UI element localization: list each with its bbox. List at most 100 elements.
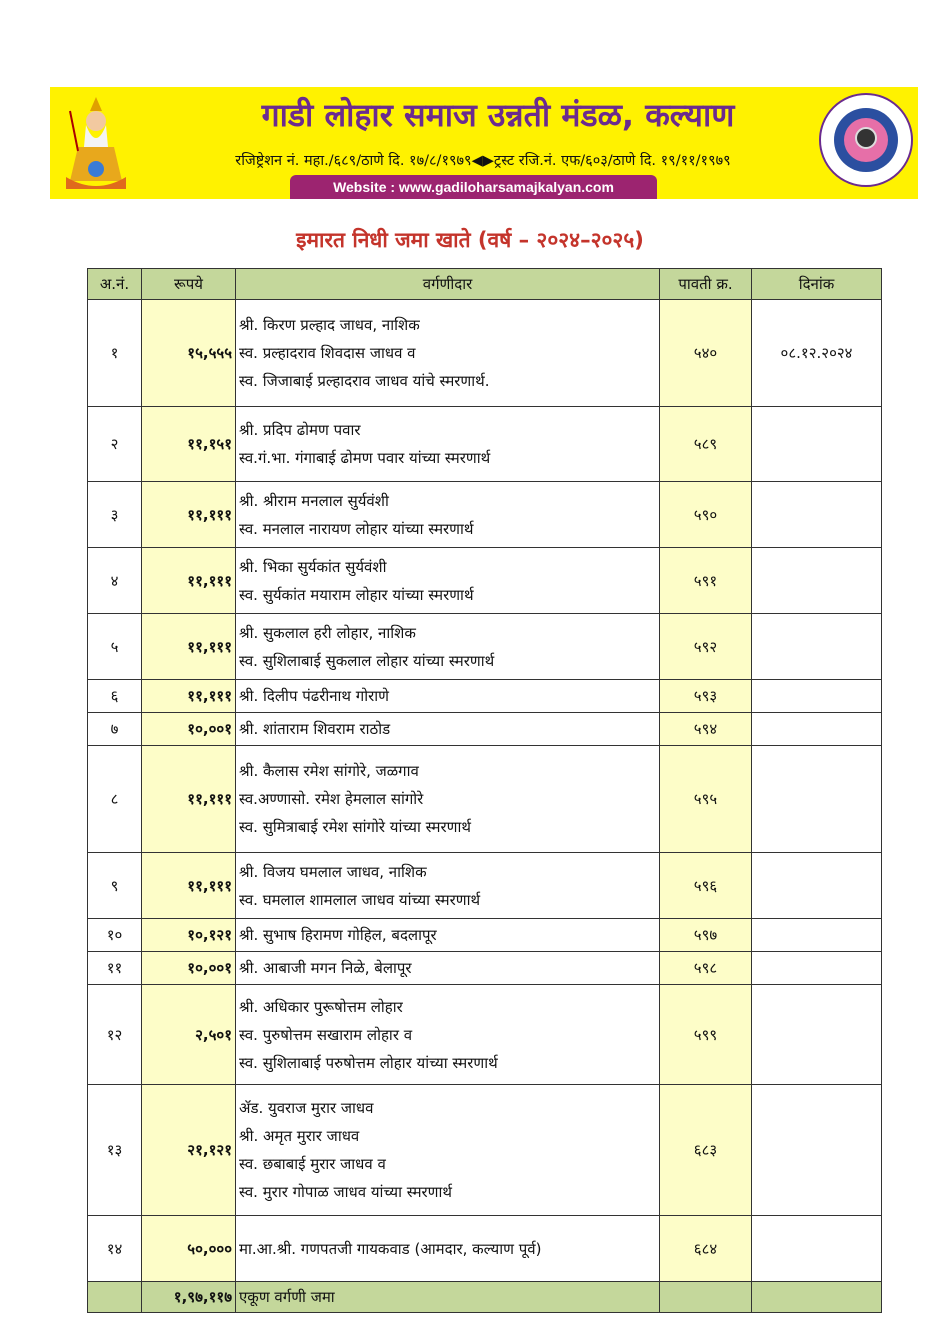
date-cell [751, 951, 882, 985]
total-label: एकूण वर्गणी जमा [235, 1281, 660, 1313]
donor-line: श्री. श्रीराम मनलाल सुर्यवंशी [239, 491, 389, 510]
table-row: ४ ११,१११ श्री. भिका सुर्यकांत सुर्यवंशी स्व… [87, 547, 882, 614]
donor-line: स्व. मुरार गोपाळ जाधव यांच्या स्मरणार्थ [239, 1183, 452, 1201]
serial-number-cell: ९ [87, 852, 142, 919]
serial-number-cell: १३ [87, 1084, 142, 1216]
amount-cell: १०,००१ [141, 951, 236, 985]
table-header-row: अ.नं. रूपये वर्गणीदार पावती क्र. दिनांक [87, 268, 882, 300]
donor-cell: श्री. कैलास रमेश सांगोरे, जळगाव स्व.अण्णा… [235, 745, 660, 853]
amount-cell: १०,१२१ [141, 918, 236, 952]
website-link[interactable]: Website : www.gadiloharsamajkalyan.com [290, 175, 657, 199]
donor-cell: श्री. श्रीराम मनलाल सुर्यवंशी स्व. मनलाल … [235, 481, 660, 548]
donor-line: स्व. सुमित्राबाई रमेश सांगोरे यांच्या स्… [239, 818, 471, 836]
donor-line: श्री. अमृत मुरार जाधव [239, 1127, 360, 1145]
table-row: ८ ११,१११ श्री. कैलास रमेश सांगोरे, जळगाव स्… [87, 745, 882, 853]
table-row: ६ ११,१११ श्री. दिलीप पंढरीनाथ गोराणे ५९३ [87, 679, 882, 713]
receipt-number-cell: ५९३ [659, 679, 752, 713]
serial-number-cell: १० [87, 918, 142, 952]
receipt-number-cell: ५९२ [659, 613, 752, 680]
donor-line: श्री. प्रदिप ढोमण पवार [239, 421, 361, 439]
receipt-number-cell: ५४० [659, 299, 752, 407]
receipt-number-cell: ५८९ [659, 406, 752, 482]
amount-cell: १५,५५५ [141, 299, 236, 407]
date-cell [751, 547, 882, 614]
donor-line: श्री. विजय घमलाल जाधव, नाशिक [239, 862, 427, 881]
date-cell [751, 984, 882, 1085]
table-row: ७ १०,००१ श्री. शांताराम शिवराम राठोड ५९४ [87, 712, 882, 746]
donor-line: स्व. पुरुषोत्तम सखाराम लोहार व [239, 1025, 413, 1044]
date-cell [751, 712, 882, 746]
serial-number-cell: ८ [87, 745, 142, 853]
amount-cell: ११,१११ [141, 613, 236, 680]
serial-number-cell: ११ [87, 951, 142, 985]
table-row: ११ १०,००१ श्री. आबाजी मगन निळे, बेलापूर ५९८ [87, 951, 882, 985]
date-cell [751, 918, 882, 952]
table-row: ५ ११,१११ श्री. सुकलाल हरी लोहार, नाशिक स्व.… [87, 613, 882, 680]
amount-cell: ११,१११ [141, 679, 236, 713]
table-row: १२ २,५०१ श्री. अधिकार पुरूषोत्तम लोहार स्व.… [87, 984, 882, 1085]
donor-line: स्व. सुशिलाबाई सुकलाल लोहार यांच्या स्मर… [239, 651, 495, 670]
amount-cell: २१,१२१ [141, 1084, 236, 1216]
serial-number-cell: ६ [87, 679, 142, 713]
date-cell [751, 745, 882, 853]
serial-number-cell: ४ [87, 547, 142, 614]
table-row: १३ २१,१२१ ॲड. युवराज मुरार जाधव श्री. अमृत … [87, 1084, 882, 1216]
page-title: इमारत निधी जमा खाते (वर्ष – २०२४–२०२५) [296, 228, 644, 252]
date-cell: ०८.१२.२०२४ [751, 299, 882, 407]
donor-cell: मा.आ.श्री. गणपतजी गायकवाड (आमदार, कल्याण… [235, 1215, 660, 1282]
donor-line: स्व.अण्णासो. रमेश हेमलाल सांगोरे [239, 790, 424, 808]
donor-line: स्व. प्रल्हादराव शिवदास जाधव व [239, 344, 416, 362]
donor-cell: श्री. अधिकार पुरूषोत्तम लोहार स्व. पुरुषो… [235, 984, 660, 1085]
donor-cell: श्री. भिका सुर्यकांत सुर्यवंशी स्व. सुर्य… [235, 547, 660, 614]
amount-cell: ११,१११ [141, 745, 236, 853]
serial-number-cell: ३ [87, 481, 142, 548]
donor-line: श्री. शांताराम शिवराम राठोड [239, 720, 391, 738]
date-cell [751, 852, 882, 919]
date-cell [751, 613, 882, 680]
serial-number-cell: २ [87, 406, 142, 482]
organization-name: गाडी लोहार समाज उन्नती मंडळ, कल्याण [261, 96, 735, 134]
serial-number-cell: ७ [87, 712, 142, 746]
donor-line: श्री. किरण प्रल्हाद जाधव, नाशिक [239, 316, 420, 334]
donor-line: स्व. सुशिलाबाई परुषोत्तम लोहार यांच्या स… [239, 1053, 498, 1072]
serial-number-cell: ५ [87, 613, 142, 680]
donor-line: श्री. सुकलाल हरी लोहार, नाशिक [239, 623, 416, 642]
vishwakarma-deity-image [66, 97, 126, 189]
total-amount: १,९७,११७ [141, 1281, 236, 1313]
amount-cell: ११,१११ [141, 852, 236, 919]
empty-cell [659, 1281, 752, 1313]
amount-cell: २,५०१ [141, 984, 236, 1085]
donations-table: अ.नं. रूपये वर्गणीदार पावती क्र. दिनांक … [87, 268, 882, 1313]
donor-cell: श्री. विजय घमलाल जाधव, नाशिक स्व. घमलाल श… [235, 852, 660, 919]
donor-line: श्री. कैलास रमेश सांगोरे, जळगाव [239, 762, 419, 780]
receipt-number-cell: ५९० [659, 481, 752, 548]
donor-line: श्री. भिका सुर्यकांत सुर्यवंशी [239, 557, 387, 576]
donor-cell: श्री. आबाजी मगन निळे, बेलापूर [235, 951, 660, 985]
donor-line: स्व. घमलाल शामलाल जाधव यांच्या स्मरणार्थ [239, 890, 481, 909]
date-cell [751, 406, 882, 482]
empty-cell [87, 1281, 142, 1313]
receipt-number-cell: ५९१ [659, 547, 752, 614]
table-row: ९ ११,१११ श्री. विजय घमलाल जाधव, नाशिक स्व. … [87, 852, 882, 919]
receipt-number-cell: ६८४ [659, 1215, 752, 1282]
serial-number-cell: १ [87, 299, 142, 407]
table-row: १० १०,१२१ श्री. सुभाष हिरामण गोहिल, बदलापू… [87, 918, 882, 952]
column-header-donor: वर्गणीदार [235, 268, 660, 300]
date-cell [751, 481, 882, 548]
serial-number-cell: १२ [87, 984, 142, 1085]
amount-cell: ५०,००० [141, 1215, 236, 1282]
column-header-receipt: पावती क्र. [659, 268, 752, 300]
donor-line: मा.आ.श्री. गणपतजी गायकवाड (आमदार, कल्याण… [239, 1239, 542, 1258]
donor-cell: ॲड. युवराज मुरार जाधव श्री. अमृत मुरार जा… [235, 1084, 660, 1216]
receipt-number-cell: ५९९ [659, 984, 752, 1085]
donor-line: स्व.गं.भा. गंगाबाई ढोमण पवार यांच्या स्म… [239, 449, 491, 467]
header-banner: गाडी लोहार समाज उन्नती मंडळ, कल्याण रजिष… [50, 87, 918, 199]
column-header-amount: रूपये [141, 268, 236, 300]
amount-cell: ११,१११ [141, 481, 236, 548]
donor-line: स्व. छबाबाई मुरार जाधव व [239, 1155, 386, 1173]
receipt-number-cell: ५९५ [659, 745, 752, 853]
date-cell [751, 1084, 882, 1216]
column-header-date: दिनांक [751, 268, 882, 300]
donor-cell: श्री. प्रदिप ढोमण पवार स्व.गं.भा. गंगाबाई… [235, 406, 660, 482]
empty-cell [751, 1281, 882, 1313]
